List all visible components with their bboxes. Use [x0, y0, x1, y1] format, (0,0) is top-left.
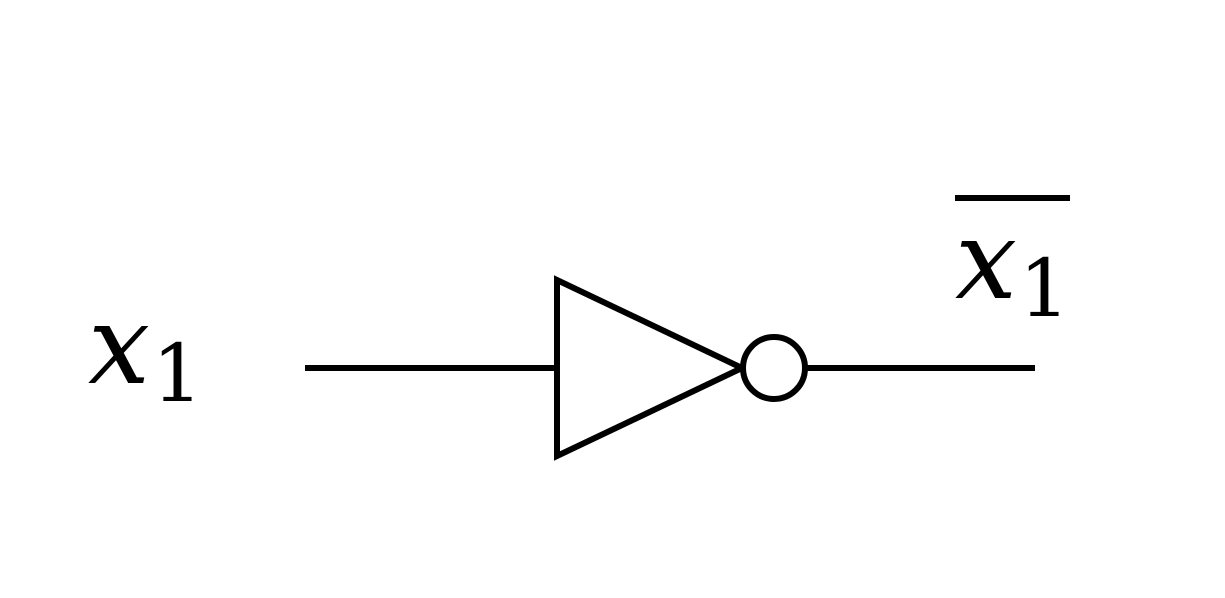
input-subscript: 1: [152, 327, 203, 420]
output-label: x1: [955, 195, 1070, 329]
output-subscript: 1: [1019, 242, 1070, 335]
inversion-bubble: [740, 334, 808, 402]
input-variable: x: [88, 281, 151, 409]
input-label: x1: [88, 290, 203, 414]
output-variable: x: [955, 196, 1018, 324]
not-gate-triangle: [554, 275, 749, 461]
